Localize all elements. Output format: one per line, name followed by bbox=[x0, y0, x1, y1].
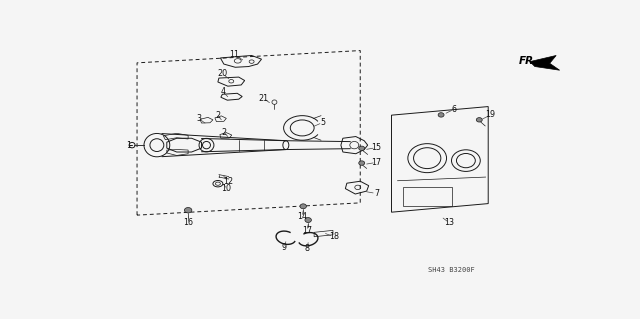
Text: 4: 4 bbox=[220, 87, 225, 96]
Text: 10: 10 bbox=[221, 184, 231, 193]
Text: 2: 2 bbox=[221, 128, 227, 137]
Text: SH43 B3200F: SH43 B3200F bbox=[428, 267, 474, 273]
Text: 6: 6 bbox=[452, 105, 457, 114]
Text: 7: 7 bbox=[374, 189, 379, 198]
Text: 9: 9 bbox=[282, 243, 287, 252]
Polygon shape bbox=[530, 56, 559, 70]
Text: 16: 16 bbox=[183, 219, 193, 227]
Text: 20: 20 bbox=[218, 70, 228, 78]
Text: 8: 8 bbox=[305, 244, 310, 253]
Text: 12: 12 bbox=[223, 177, 233, 186]
Text: 5: 5 bbox=[321, 118, 326, 127]
Text: 3: 3 bbox=[196, 114, 202, 123]
Text: FR.: FR. bbox=[519, 56, 538, 66]
Text: 19: 19 bbox=[486, 110, 496, 119]
Ellipse shape bbox=[305, 218, 312, 223]
Text: 18: 18 bbox=[329, 232, 339, 241]
Text: 14: 14 bbox=[297, 212, 307, 221]
Text: 11: 11 bbox=[228, 50, 239, 59]
Text: 21: 21 bbox=[259, 94, 269, 103]
Ellipse shape bbox=[300, 204, 307, 209]
Text: 13: 13 bbox=[445, 219, 454, 227]
Ellipse shape bbox=[184, 208, 192, 213]
Text: 15: 15 bbox=[372, 143, 381, 152]
Ellipse shape bbox=[438, 113, 444, 117]
Text: 2: 2 bbox=[215, 111, 220, 120]
Text: 17: 17 bbox=[372, 158, 381, 167]
Text: 17: 17 bbox=[302, 226, 312, 235]
Text: 1: 1 bbox=[126, 141, 131, 150]
Ellipse shape bbox=[359, 161, 365, 165]
Ellipse shape bbox=[476, 118, 483, 122]
Ellipse shape bbox=[359, 146, 365, 151]
